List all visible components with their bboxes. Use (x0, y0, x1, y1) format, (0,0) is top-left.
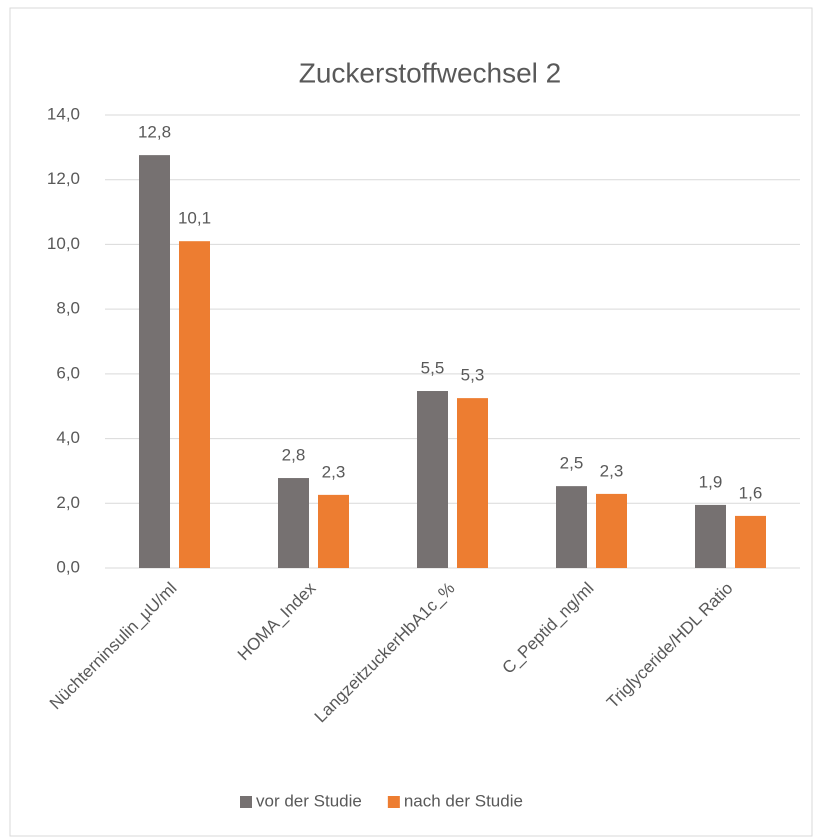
bar (318, 494, 349, 568)
data-label: 2,5 (560, 454, 584, 473)
y-tick-label: 10,0 (47, 234, 80, 253)
chart-title: Zuckerstoffwechsel 2 (299, 57, 562, 88)
legend-label: vor der Studie (256, 791, 362, 810)
legend-swatch (240, 796, 252, 808)
data-label: 1,9 (699, 472, 723, 491)
y-tick-label: 2,0 (56, 493, 80, 512)
legend-label: nach der Studie (404, 791, 523, 810)
bar (735, 515, 766, 568)
legend-swatch (387, 796, 400, 808)
y-tick-label: 6,0 (56, 363, 80, 382)
bar (139, 155, 170, 568)
y-tick-label: 0,0 (56, 557, 80, 576)
y-tick-label: 14,0 (47, 104, 80, 123)
chart-frame (9, 7, 813, 837)
y-tick-label: 8,0 (56, 299, 80, 318)
data-label: 1,6 (739, 483, 763, 502)
data-label: 10,1 (178, 209, 211, 228)
data-label: 2,3 (600, 461, 624, 480)
data-label: 12,8 (138, 123, 171, 142)
bar (556, 486, 587, 568)
y-tick-label: 12,0 (47, 169, 80, 188)
bar (179, 241, 210, 568)
bar (278, 478, 309, 568)
bar (695, 504, 726, 568)
bar (417, 391, 448, 568)
bar (596, 493, 627, 568)
data-label: 2,3 (322, 462, 346, 481)
bar (457, 398, 488, 568)
data-label: 5,5 (421, 358, 445, 377)
data-label: 5,3 (461, 366, 485, 385)
data-label: 2,8 (282, 446, 306, 465)
y-tick-label: 4,0 (56, 428, 80, 447)
